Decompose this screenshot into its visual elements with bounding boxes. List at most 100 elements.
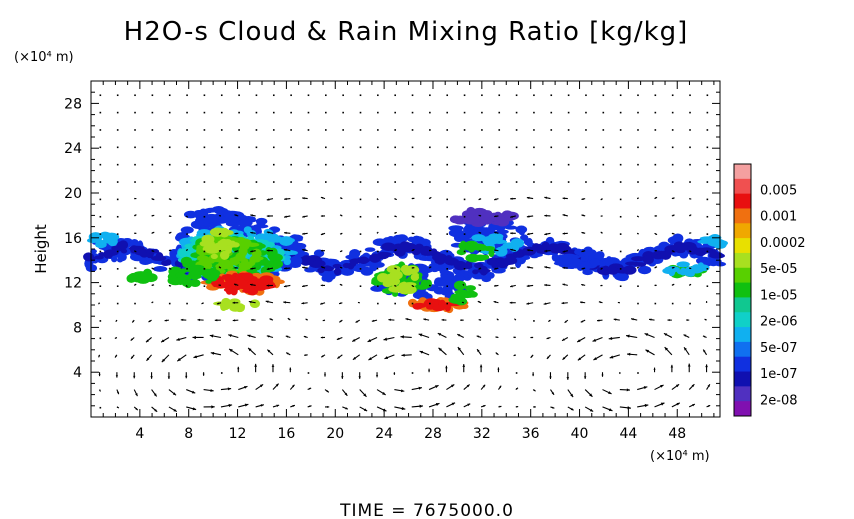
wind-vector bbox=[706, 404, 711, 408]
wind-vector bbox=[600, 198, 603, 201]
wind-vector bbox=[446, 181, 449, 183]
wind-vector bbox=[477, 300, 482, 304]
wind-vector bbox=[596, 319, 603, 322]
cloud-band-core bbox=[161, 260, 171, 267]
wind-vector bbox=[266, 198, 274, 201]
wind-vector bbox=[168, 146, 171, 149]
wind-vector bbox=[423, 318, 430, 321]
wind-vector bbox=[307, 387, 312, 391]
wind-vector bbox=[218, 196, 222, 200]
wind-vector bbox=[168, 302, 171, 305]
wind-vector bbox=[98, 389, 101, 392]
wind-vector bbox=[686, 319, 690, 321]
wind-vector bbox=[307, 372, 310, 374]
wind-vector bbox=[411, 197, 415, 200]
wind-vector bbox=[185, 372, 188, 379]
wind-vector bbox=[220, 146, 223, 149]
wind-vector bbox=[602, 111, 605, 114]
wind-vector bbox=[201, 302, 204, 305]
wind-vector bbox=[337, 354, 343, 360]
wind-vector bbox=[533, 111, 535, 114]
wind-vector bbox=[272, 111, 275, 114]
wind-vector bbox=[325, 405, 330, 408]
wind-vector bbox=[283, 248, 291, 252]
wind-vector bbox=[289, 367, 292, 373]
wind-vector bbox=[377, 94, 379, 97]
wind-vector bbox=[411, 94, 414, 97]
wind-vector bbox=[550, 181, 553, 183]
cloud-cell bbox=[241, 272, 254, 281]
wind-vector bbox=[234, 214, 239, 217]
cloud-cell bbox=[176, 276, 188, 282]
wind-vector bbox=[168, 163, 171, 166]
wind-vector bbox=[617, 301, 620, 304]
wind-vector bbox=[530, 354, 534, 359]
wind-vector bbox=[411, 163, 414, 166]
wind-vector bbox=[544, 249, 551, 253]
wind-vector bbox=[498, 405, 502, 408]
cloud-cell bbox=[96, 238, 104, 247]
wind-vector bbox=[203, 388, 214, 392]
y-tick-label: 12 bbox=[64, 276, 82, 292]
wind-vector bbox=[99, 94, 102, 97]
wind-vector bbox=[592, 336, 603, 342]
wind-vector bbox=[151, 214, 155, 217]
wind-vector bbox=[238, 129, 240, 131]
wind-vector bbox=[550, 129, 553, 131]
wind-vector bbox=[602, 406, 613, 412]
colorbar-frame bbox=[733, 163, 752, 417]
wind-vector bbox=[585, 146, 587, 149]
wind-vector bbox=[238, 146, 240, 149]
wind-vector bbox=[544, 266, 551, 269]
cloud-cell bbox=[382, 280, 393, 288]
wind-vector bbox=[180, 318, 187, 322]
wind-vector bbox=[654, 146, 657, 149]
wind-vector bbox=[307, 405, 312, 408]
wind-vector bbox=[630, 318, 638, 321]
wind-vector bbox=[567, 181, 570, 183]
wind-vector bbox=[580, 319, 586, 323]
wind-vector bbox=[654, 94, 657, 97]
y-tick-label: 24 bbox=[64, 141, 82, 157]
wind-vector bbox=[664, 346, 673, 356]
cloud-cell bbox=[180, 226, 194, 234]
wind-vector bbox=[168, 231, 172, 234]
wind-vector bbox=[706, 129, 709, 131]
wind-vector bbox=[689, 232, 692, 235]
wind-vector bbox=[320, 336, 326, 339]
wind-vector bbox=[302, 248, 308, 252]
wind-vector bbox=[305, 318, 308, 321]
wind-vector bbox=[645, 349, 655, 356]
wind-vector bbox=[671, 232, 675, 235]
wind-vector bbox=[401, 353, 412, 357]
wind-vector bbox=[549, 372, 552, 380]
wind-vector bbox=[637, 129, 639, 131]
colorbar-label: 0.0002 bbox=[760, 236, 806, 251]
wind-vector bbox=[446, 233, 449, 235]
wind-vector bbox=[585, 129, 587, 131]
wind-vector bbox=[667, 319, 672, 322]
cloud-cell bbox=[230, 303, 239, 310]
wind-vector bbox=[99, 337, 102, 340]
colorbar-segment bbox=[734, 252, 751, 269]
wind-vector bbox=[324, 389, 330, 393]
wind-vector bbox=[463, 129, 466, 131]
colorbar-segment bbox=[734, 282, 751, 298]
wind-vector bbox=[151, 250, 155, 252]
wind-vector bbox=[498, 129, 501, 131]
wind-vector bbox=[637, 285, 639, 287]
wind-vector bbox=[99, 320, 102, 322]
wind-vector bbox=[359, 268, 362, 270]
wind-vector bbox=[116, 111, 119, 114]
wind-vector bbox=[359, 215, 362, 218]
wind-vector bbox=[339, 266, 343, 269]
wind-vector bbox=[134, 232, 137, 235]
cloud-cell bbox=[257, 283, 265, 288]
wind-vector bbox=[394, 249, 397, 252]
wind-vector bbox=[581, 250, 586, 253]
wind-vector bbox=[359, 406, 368, 412]
wind-vector bbox=[203, 250, 206, 253]
wind-vector bbox=[220, 163, 223, 166]
wind-vector bbox=[220, 94, 223, 97]
x-tick-label: 20 bbox=[326, 426, 344, 442]
